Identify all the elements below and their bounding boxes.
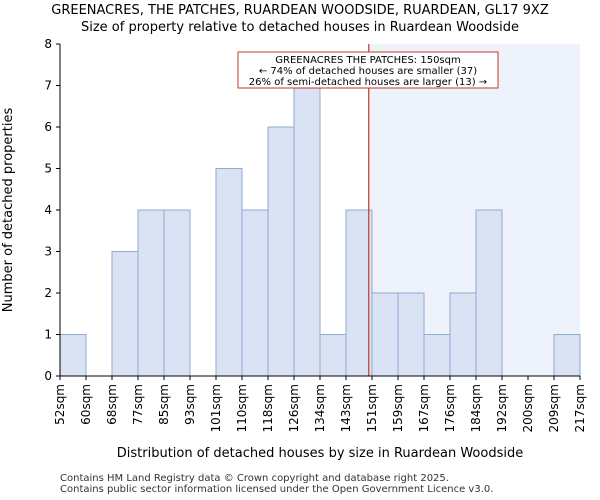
bar	[553, 334, 581, 377]
x-tick-label: 167sqm	[417, 384, 431, 432]
annotation-box	[237, 51, 499, 89]
x-tick-label: 217sqm	[573, 384, 587, 432]
chart-title: GREENACRES, THE PATCHES, RUARDEAN WOODSI…	[51, 3, 549, 18]
bar	[319, 334, 347, 377]
bar	[397, 292, 425, 377]
x-tick-label: 209sqm	[547, 384, 561, 432]
x-tick-label: 93sqm	[183, 384, 197, 425]
y-tick-label: 8	[44, 37, 52, 51]
bar	[241, 209, 269, 377]
x-tick-label: 192sqm	[495, 384, 509, 432]
x-tick-label: 159sqm	[391, 384, 405, 432]
bar	[215, 168, 243, 377]
y-tick-label: 4	[44, 203, 52, 217]
y-tick-label: 7	[44, 79, 52, 93]
annotation-line-1: GREENACRES THE PATCHES: 150sqm	[275, 55, 460, 66]
x-tick-label: 118sqm	[261, 384, 275, 432]
x-tick-label: 52sqm	[53, 384, 67, 425]
bar	[267, 126, 295, 377]
x-tick-label: 200sqm	[521, 384, 535, 432]
x-tick-label: 151sqm	[365, 384, 379, 432]
x-tick-label: 68sqm	[105, 384, 119, 425]
bar	[449, 292, 477, 377]
bar	[475, 209, 503, 377]
x-tick-label: 60sqm	[79, 384, 93, 425]
x-tick-label: 143sqm	[339, 384, 353, 432]
bar	[137, 209, 165, 377]
annotation-line-3: 26% of semi-detached houses are larger (…	[249, 77, 487, 88]
y-tick-label: 1	[44, 328, 52, 342]
y-tick-label: 5	[44, 162, 52, 176]
annotation-line-2: ← 74% of detached houses are smaller (37…	[259, 66, 477, 77]
bar	[111, 251, 139, 377]
x-axis-label: Distribution of detached houses by size …	[117, 446, 523, 461]
footer-licence: Contains public sector information licen…	[60, 484, 494, 495]
bar	[371, 292, 399, 377]
footer-copyright: Contains HM Land Registry data © Crown c…	[60, 473, 449, 484]
y-tick-label: 6	[44, 120, 52, 134]
x-tick-label: 110sqm	[235, 384, 249, 432]
x-tick-label: 134sqm	[313, 384, 327, 432]
y-tick-label: 2	[44, 286, 52, 300]
bar	[163, 209, 191, 377]
bar	[423, 334, 451, 377]
bar	[293, 85, 321, 377]
y-tick-label: 3	[44, 245, 52, 259]
bar	[59, 334, 87, 377]
x-tick-label: 85sqm	[157, 384, 171, 425]
x-tick-label: 176sqm	[443, 384, 457, 432]
x-tick-label: 77sqm	[131, 384, 145, 425]
y-axis-label: Number of detached properties	[1, 108, 16, 313]
chart-subtitle: Size of property relative to detached ho…	[81, 20, 519, 35]
x-tick-label: 184sqm	[469, 384, 483, 432]
y-tick-label: 0	[44, 369, 52, 383]
x-tick-label: 126sqm	[287, 384, 301, 432]
x-tick-label: 101sqm	[209, 384, 223, 432]
bar	[345, 209, 373, 377]
